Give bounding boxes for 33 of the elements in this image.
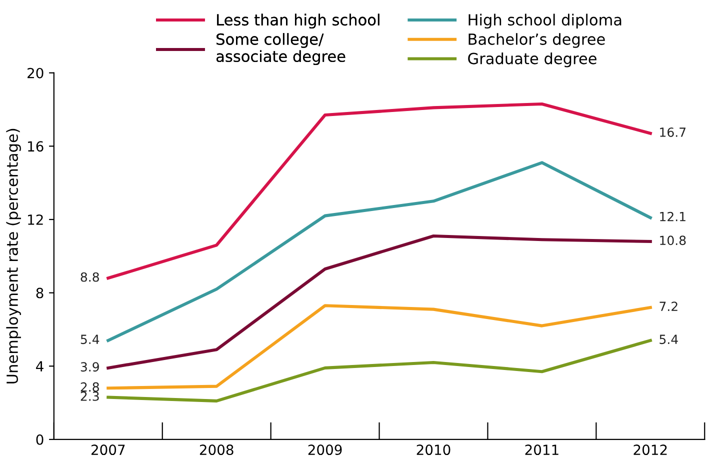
legend-label: Some college/ associate degree [216,33,346,66]
legend-label: Less than high school [217,14,380,29]
y-tick-label: 20 [28,68,44,78]
data-label: 3.9 [80,362,99,372]
y-tick-label: 12 [28,214,43,225]
data-label: 7.2 [660,302,678,311]
x-tick-label: 2012 [634,444,667,456]
line-series [106,102,652,280]
data-label: 2.3 [80,391,99,401]
line-series [106,234,652,370]
x-tick-label: 2010 [416,444,450,456]
legend-label: Graduate degree [468,52,596,68]
legend-label: Bachelor’s degree [468,33,605,48]
y-tick-label: 0 [36,434,44,445]
data-label: 12.1 [660,212,686,222]
x-tick-label: 2008 [200,444,234,456]
x-tick-label: 2011 [525,444,558,456]
y-axis-title: Unemployment rate (percentage) [6,128,21,384]
data-label: 16.7 [660,128,686,137]
x-tick-label: 2007 [91,444,125,456]
line-series [106,304,652,390]
y-tick-label: 4 [36,361,44,372]
legend-label: High school diploma [468,14,622,29]
data-label: 2.8 [80,382,99,392]
line-series [106,338,652,402]
y-tick-label: 8 [36,288,44,298]
data-label: 5.4 [660,334,678,344]
data-label: 8.8 [80,272,99,282]
y-tick-label: 16 [28,141,44,152]
line-series [106,161,652,342]
data-label: 10.8 [660,236,686,246]
data-label: 5.4 [80,334,100,344]
x-tick-label: 2009 [308,444,342,456]
